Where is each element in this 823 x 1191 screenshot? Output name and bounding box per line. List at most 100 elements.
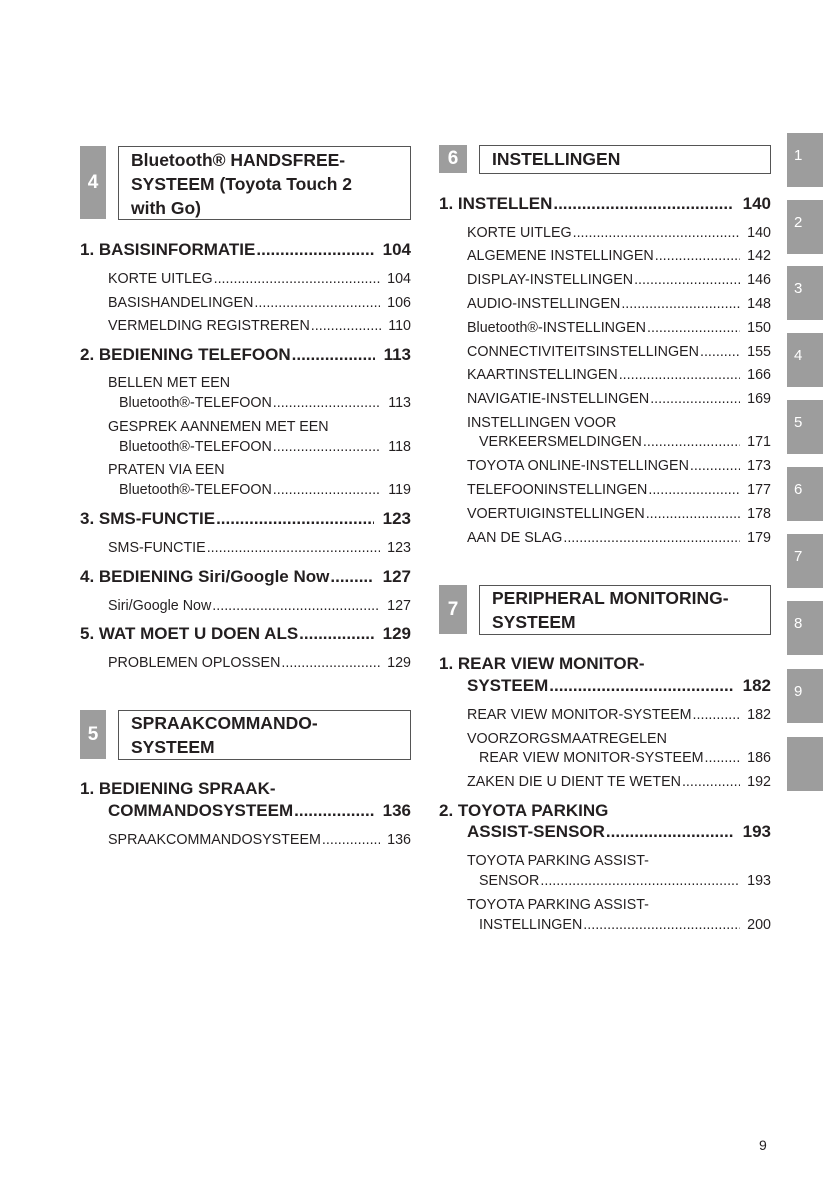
toc-entry[interactable]: BASISHANDELINGEN 106 — [108, 293, 411, 313]
chapter-tab-label: 1 — [794, 147, 803, 164]
chapter-tab-8[interactable]: 8 — [787, 601, 823, 655]
toc-entry[interactable]: KORTE UITLEG 140 — [467, 223, 771, 243]
toc-chapter-entry[interactable]: 4. BEDIENING Siri/Google Now 127 — [80, 567, 411, 587]
toc-entry[interactable]: INSTELLINGEN VOOR — [467, 413, 771, 433]
toc-chapter-entry[interactable]: SYSTEEM 182 — [467, 676, 771, 696]
toc-entry-page: 200 — [747, 917, 771, 933]
chapter-tab-2[interactable]: 2 — [787, 200, 823, 254]
toc-entry[interactable]: NAVIGATIE-INSTELLINGEN 169 — [467, 389, 771, 409]
dot-leader — [693, 705, 741, 725]
toc-entry-label: SPRAAKCOMMANDOSYSTEEM — [108, 832, 321, 848]
toc-entry-label: AAN DE SLAG — [467, 530, 563, 546]
chapter-tab-7[interactable]: 7 — [787, 534, 823, 588]
toc-chapter-entry[interactable]: 1. BASISINFORMATIE 104 — [80, 240, 411, 260]
toc-entry[interactable]: Siri/Google Now 127 — [108, 596, 411, 616]
toc-entry[interactable]: Bluetooth®-TELEFOON 119 — [119, 480, 411, 500]
toc-chapter-entry[interactable]: 5. WAT MOET U DOEN ALS 129 — [80, 624, 411, 644]
dot-leader — [563, 528, 740, 548]
chapter-tab-label: 5 — [794, 414, 803, 431]
toc-entry[interactable]: AAN DE SLAG 179 — [467, 528, 771, 548]
toc-entry[interactable]: DISPLAY-INSTELLINGEN 146 — [467, 270, 771, 290]
toc-entry[interactable]: Bluetooth®-INSTELLINGEN 150 — [467, 318, 771, 338]
chapter-tab-9[interactable]: 9 — [787, 669, 823, 723]
toc-entry-page: 192 — [747, 774, 771, 790]
chapter-tab-6[interactable]: 6 — [787, 467, 823, 521]
chapter-tab-blank[interactable] — [787, 737, 823, 791]
toc-entry[interactable]: TOYOTA PARKING ASSIST- — [467, 851, 771, 871]
toc-entry-page: 123 — [382, 509, 411, 528]
toc-entry[interactable]: AUDIO-INSTELLINGEN 148 — [467, 294, 771, 314]
toc-entry[interactable]: SMS-FUNCTIE 123 — [108, 538, 411, 558]
chapter-tab-4[interactable]: 4 — [787, 333, 823, 387]
title-line: PERIPHERAL MONITORING- — [492, 588, 729, 608]
toc-entry[interactable]: SENSOR 193 — [479, 871, 771, 891]
toc-entry[interactable]: ZAKEN DIE U DIENT TE WETEN 192 — [467, 772, 771, 792]
toc-chapter-entry[interactable]: 1. REAR VIEW MONITOR- — [439, 654, 771, 674]
toc-entry[interactable]: SPRAAKCOMMANDOSYSTEEM 136 — [108, 830, 411, 850]
toc-entry-label: 2. TOYOTA PARKING — [439, 801, 609, 820]
toc-entry[interactable]: ALGEMENE INSTELLINGEN 142 — [467, 246, 771, 266]
toc-entry-page: 142 — [747, 248, 771, 264]
chapter-tab-1[interactable]: 1 — [787, 133, 823, 187]
dot-leader — [311, 316, 381, 336]
dot-leader — [273, 437, 381, 457]
toc-chapter-entry[interactable]: 3. SMS-FUNCTIE 123 — [80, 509, 411, 529]
toc-entry-page: 177 — [747, 482, 771, 498]
title-line: SYSTEEM — [492, 612, 576, 632]
toc-chapter-entry[interactable]: ASSIST-SENSOR 193 — [467, 822, 771, 842]
toc-entry-label: BASISHANDELINGEN — [108, 295, 254, 311]
toc-entry[interactable]: Bluetooth®-TELEFOON 118 — [119, 437, 411, 457]
toc-entry-label: 1. BEDIENING SPRAAK- — [80, 779, 276, 798]
toc-entry[interactable]: VOORZORGSMAATREGELEN — [467, 729, 771, 749]
dot-leader — [212, 596, 380, 616]
toc-entry-label: BELLEN MET EEN — [108, 375, 231, 391]
toc-chapter-entry[interactable]: COMMANDOSYSTEEM 136 — [108, 801, 411, 821]
toc-entry-page: 166 — [747, 367, 771, 383]
toc-entry-page: 155 — [747, 344, 771, 360]
toc-entry-page: 136 — [387, 832, 411, 848]
chapter-tab-label: 9 — [794, 683, 803, 700]
toc-entry[interactable]: VERMELDING REGISTREREN 110 — [108, 316, 411, 336]
toc-entry-page: 186 — [747, 750, 771, 766]
toc-entry-page: 179 — [747, 530, 771, 546]
toc-entry[interactable]: GESPREK AANNEMEN MET EEN — [108, 417, 411, 437]
dot-leader — [700, 342, 740, 362]
toc-entry[interactable]: REAR VIEW MONITOR-SYSTEEM 182 — [467, 705, 771, 725]
toc-entry[interactable]: KAARTINSTELLINGEN 166 — [467, 365, 771, 385]
toc-chapter-entry[interactable]: 2. TOYOTA PARKING — [439, 801, 771, 821]
title-line: with Go) — [131, 198, 201, 218]
toc-entry-label: TELEFOONINSTELLINGEN — [467, 482, 648, 498]
toc-entry[interactable]: PRATEN VIA EEN — [108, 460, 411, 480]
dot-leader — [682, 772, 740, 792]
toc-chapter-entry[interactable]: 2. BEDIENING TELEFOON 113 — [80, 345, 411, 365]
toc-entry-label: VERMELDING REGISTREREN — [108, 318, 310, 334]
toc-entry[interactable]: TOYOTA PARKING ASSIST- — [467, 895, 771, 915]
toc-entry-label: GESPREK AANNEMEN MET EEN — [108, 419, 329, 435]
chapter-tab-3[interactable]: 3 — [787, 266, 823, 320]
toc-entry-label: PROBLEMEN OPLOSSEN — [108, 655, 281, 671]
toc-entry[interactable]: CONNECTIVITEITSINSTELLINGEN 155 — [467, 342, 771, 362]
toc-entry-label: INSTELLINGEN VOOR — [467, 415, 617, 431]
toc-entry-label: Bluetooth®-TELEFOON — [119, 395, 272, 411]
toc-entry-page: 182 — [747, 707, 771, 723]
dot-leader — [292, 345, 375, 365]
toc-entry[interactable]: REAR VIEW MONITOR-SYSTEEM 186 — [479, 748, 771, 768]
toc-entry[interactable]: BELLEN MET EEN — [108, 373, 411, 393]
toc-entry[interactable]: VOERTUIGINSTELLINGEN 178 — [467, 504, 771, 524]
toc-entry[interactable]: PROBLEMEN OPLOSSEN 129 — [108, 653, 411, 673]
toc-entry-label: KAARTINSTELLINGEN — [467, 367, 618, 383]
dot-leader — [573, 223, 741, 243]
toc-entry[interactable]: TELEFOONINSTELLINGEN 177 — [467, 480, 771, 500]
dot-leader — [647, 318, 740, 338]
dot-leader — [634, 270, 740, 290]
chapter-tab-label: 7 — [794, 548, 803, 565]
toc-entry[interactable]: Bluetooth®-TELEFOON 113 — [119, 393, 411, 413]
toc-chapter-entry[interactable]: 1. BEDIENING SPRAAK- — [80, 779, 411, 799]
toc-chapter-entry[interactable]: 1. INSTELLEN 140 — [439, 194, 771, 214]
chapter-tab-5[interactable]: 5 — [787, 400, 823, 454]
toc-entry[interactable]: TOYOTA ONLINE-INSTELLINGEN 173 — [467, 456, 771, 476]
toc-entry[interactable]: VERKEERSMELDINGEN 171 — [479, 432, 771, 452]
toc-entry[interactable]: INSTELLINGEN 200 — [479, 915, 771, 935]
toc-entry[interactable]: KORTE UITLEG 104 — [108, 269, 411, 289]
title-line: INSTELLINGEN — [492, 149, 621, 169]
